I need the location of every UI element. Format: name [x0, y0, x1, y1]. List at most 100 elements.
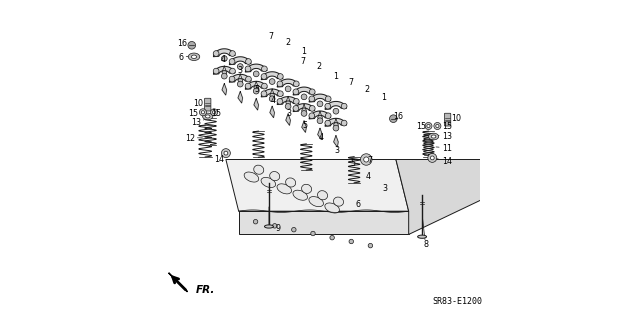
- Text: 16: 16: [393, 112, 403, 121]
- Ellipse shape: [261, 177, 276, 188]
- Circle shape: [293, 99, 299, 104]
- Text: 4: 4: [270, 96, 275, 105]
- Polygon shape: [277, 97, 299, 105]
- Circle shape: [202, 111, 205, 114]
- Circle shape: [301, 94, 307, 100]
- Text: 11: 11: [442, 144, 452, 153]
- Text: 2: 2: [365, 85, 370, 94]
- Circle shape: [246, 76, 252, 82]
- Text: 5: 5: [350, 159, 355, 168]
- Polygon shape: [317, 128, 323, 140]
- Circle shape: [430, 156, 434, 160]
- Circle shape: [221, 149, 230, 158]
- Text: 5: 5: [302, 121, 307, 130]
- Circle shape: [224, 151, 228, 155]
- Ellipse shape: [244, 172, 259, 182]
- Polygon shape: [238, 74, 243, 85]
- Text: 2: 2: [317, 63, 322, 71]
- Polygon shape: [277, 79, 299, 87]
- Text: SR83-E1200: SR83-E1200: [432, 297, 482, 306]
- Circle shape: [230, 51, 236, 56]
- Polygon shape: [317, 111, 323, 123]
- Circle shape: [262, 66, 268, 72]
- Circle shape: [293, 89, 299, 95]
- Circle shape: [277, 99, 283, 104]
- Polygon shape: [245, 81, 267, 89]
- Ellipse shape: [253, 165, 264, 174]
- Circle shape: [341, 103, 347, 109]
- Circle shape: [221, 56, 227, 62]
- Circle shape: [213, 51, 219, 56]
- Polygon shape: [222, 66, 227, 78]
- Text: 13: 13: [442, 132, 452, 141]
- Circle shape: [237, 81, 243, 87]
- FancyBboxPatch shape: [444, 113, 451, 126]
- Text: 14: 14: [442, 157, 452, 166]
- Text: 15: 15: [188, 109, 198, 118]
- Polygon shape: [213, 66, 235, 74]
- Circle shape: [325, 103, 331, 109]
- FancyBboxPatch shape: [205, 98, 211, 111]
- Text: 6: 6: [179, 53, 184, 62]
- Circle shape: [278, 91, 284, 97]
- Polygon shape: [293, 87, 315, 95]
- Text: 10: 10: [451, 114, 461, 123]
- Circle shape: [368, 243, 372, 248]
- Polygon shape: [325, 101, 346, 109]
- Polygon shape: [239, 211, 409, 234]
- Circle shape: [325, 120, 331, 126]
- Ellipse shape: [191, 55, 196, 58]
- Circle shape: [229, 76, 235, 82]
- Text: 1: 1: [333, 72, 338, 81]
- Text: 3: 3: [382, 184, 387, 193]
- Text: 4: 4: [366, 172, 371, 181]
- Polygon shape: [222, 84, 227, 95]
- Ellipse shape: [264, 225, 273, 228]
- Polygon shape: [333, 136, 339, 147]
- Text: 7: 7: [268, 32, 273, 41]
- Polygon shape: [261, 72, 283, 80]
- Circle shape: [325, 113, 331, 119]
- Text: 16: 16: [177, 39, 187, 48]
- Polygon shape: [333, 119, 339, 130]
- Polygon shape: [286, 96, 291, 108]
- Circle shape: [360, 154, 372, 165]
- Circle shape: [229, 59, 235, 64]
- Circle shape: [333, 125, 339, 131]
- Text: 3: 3: [334, 146, 339, 155]
- Circle shape: [341, 120, 347, 126]
- Polygon shape: [226, 160, 409, 211]
- Text: 2: 2: [285, 38, 290, 47]
- Polygon shape: [325, 118, 346, 126]
- Ellipse shape: [428, 133, 438, 140]
- Polygon shape: [213, 49, 235, 57]
- Ellipse shape: [293, 190, 307, 200]
- Text: 15: 15: [442, 122, 452, 131]
- Circle shape: [317, 118, 323, 124]
- Circle shape: [245, 66, 251, 72]
- Circle shape: [292, 227, 296, 232]
- Text: 15: 15: [211, 109, 221, 118]
- Ellipse shape: [418, 235, 426, 238]
- Circle shape: [245, 83, 251, 89]
- Polygon shape: [301, 104, 307, 116]
- Circle shape: [333, 108, 339, 114]
- Circle shape: [253, 219, 258, 224]
- Circle shape: [221, 73, 227, 79]
- Circle shape: [253, 71, 259, 77]
- Circle shape: [213, 68, 219, 74]
- Circle shape: [425, 122, 432, 130]
- Circle shape: [317, 101, 323, 107]
- Polygon shape: [396, 160, 566, 234]
- Text: 1: 1: [381, 93, 386, 102]
- Ellipse shape: [277, 184, 292, 194]
- Ellipse shape: [317, 191, 328, 200]
- Text: 10: 10: [193, 99, 203, 108]
- Circle shape: [230, 68, 236, 74]
- Polygon shape: [245, 64, 267, 72]
- Ellipse shape: [325, 203, 339, 213]
- Text: 6: 6: [355, 200, 360, 209]
- Text: 4: 4: [318, 133, 323, 142]
- Text: 15: 15: [416, 122, 426, 131]
- Polygon shape: [229, 57, 251, 65]
